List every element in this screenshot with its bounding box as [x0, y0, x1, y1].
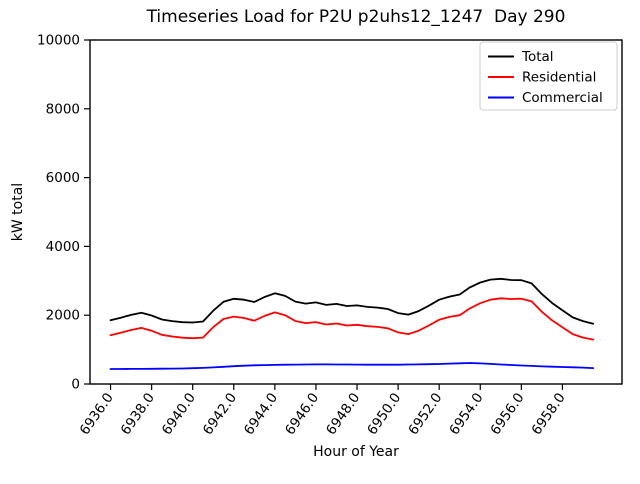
y-tick-label: 10000	[37, 33, 80, 49]
y-tick-label: 0	[71, 377, 80, 393]
y-tick-label: 2000	[46, 308, 80, 324]
y-axis-label: kW total	[10, 182, 26, 242]
plot-border	[89, 39, 623, 385]
x-tick-label: 6954.0	[446, 390, 486, 438]
x-tick-label: 6940.0	[159, 390, 199, 438]
legend: Total Residential Commercial	[479, 41, 618, 111]
legend-label-residential: Residential	[522, 70, 596, 86]
y-tick-label: 4000	[46, 239, 80, 255]
x-axis-label: Hour of Year	[313, 444, 399, 460]
chart-title: Timeseries Load for P2U p2uhs12_1247 Day…	[146, 7, 566, 27]
x-tick-label: 6950.0	[364, 390, 404, 438]
x-tick-label: 6952.0	[405, 390, 445, 438]
x-tick-label: 6936.0	[77, 390, 117, 438]
legend-label-total: Total	[521, 49, 554, 65]
series-line-commercial	[109, 362, 595, 370]
x-tick-label: 6938.0	[118, 390, 158, 438]
x-tick-label: 6944.0	[241, 390, 281, 438]
series-line-total	[109, 277, 595, 325]
x-tick-label: 6948.0	[323, 390, 363, 438]
y-tick-label: 6000	[46, 170, 80, 186]
x-tick-label: 6956.0	[487, 390, 527, 438]
x-tick-label: 6942.0	[200, 390, 240, 438]
series-group	[109, 277, 595, 370]
legend-label-commercial: Commercial	[522, 90, 603, 106]
series-line-residential	[109, 297, 595, 341]
legend-frame	[479, 41, 618, 111]
x-tick-label: 6946.0	[282, 390, 322, 438]
x-tick-label: 6958.0	[529, 390, 569, 438]
y-tick-label: 8000	[46, 101, 80, 117]
